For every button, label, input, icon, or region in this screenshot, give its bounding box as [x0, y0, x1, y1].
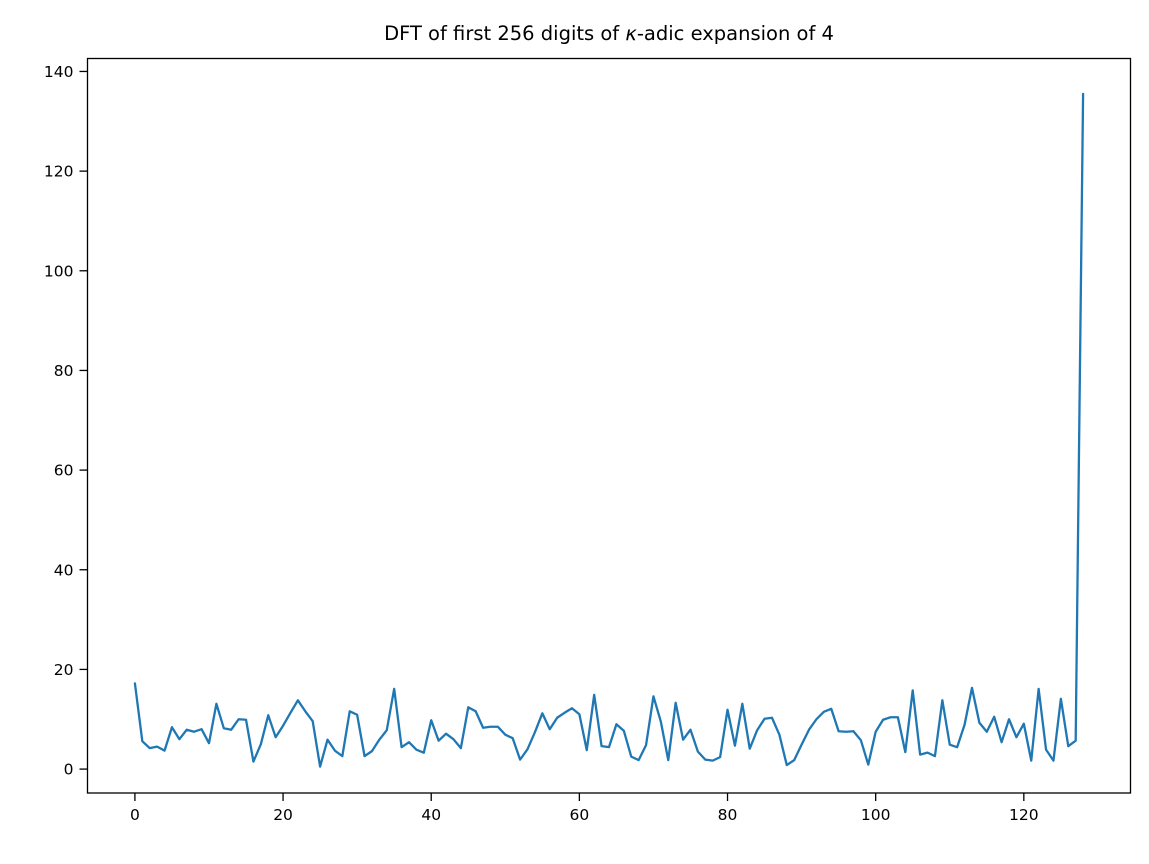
x-tick-label: 80	[718, 806, 738, 824]
y-tick-label: 60	[54, 462, 74, 480]
y-tick-label: 120	[44, 163, 74, 181]
y-tick-label: 40	[54, 561, 74, 579]
x-tick-label: 120	[1009, 806, 1039, 824]
chart-title-prefix: DFT of first 256 digits of	[384, 22, 625, 45]
data-line	[133, 92, 1085, 768]
x-tick-label: 100	[861, 806, 891, 824]
y-tick-label: 80	[54, 362, 74, 380]
chart-title: DFT of first 256 digits of κ-adic expans…	[384, 22, 834, 45]
y-tick-label: 100	[44, 262, 74, 280]
x-tick-label: 0	[130, 806, 140, 824]
x-ticks: 0 20 40 60 80 100 120	[130, 793, 1039, 824]
chart-title-suffix: -adic expansion of 4	[637, 22, 834, 45]
x-tick-label: 40	[421, 806, 441, 824]
x-tick-label: 60	[570, 806, 590, 824]
y-tick-label: 20	[54, 661, 74, 679]
y-tick-label: 140	[44, 63, 74, 81]
plot-border	[86, 57, 1132, 794]
y-tick-label: 0	[64, 761, 74, 779]
chart-title-kappa-symbol: κ	[625, 22, 637, 45]
x-tick-label: 20	[273, 806, 293, 824]
y-ticks: 0 20 40 60 80 100 120 140	[44, 63, 88, 779]
